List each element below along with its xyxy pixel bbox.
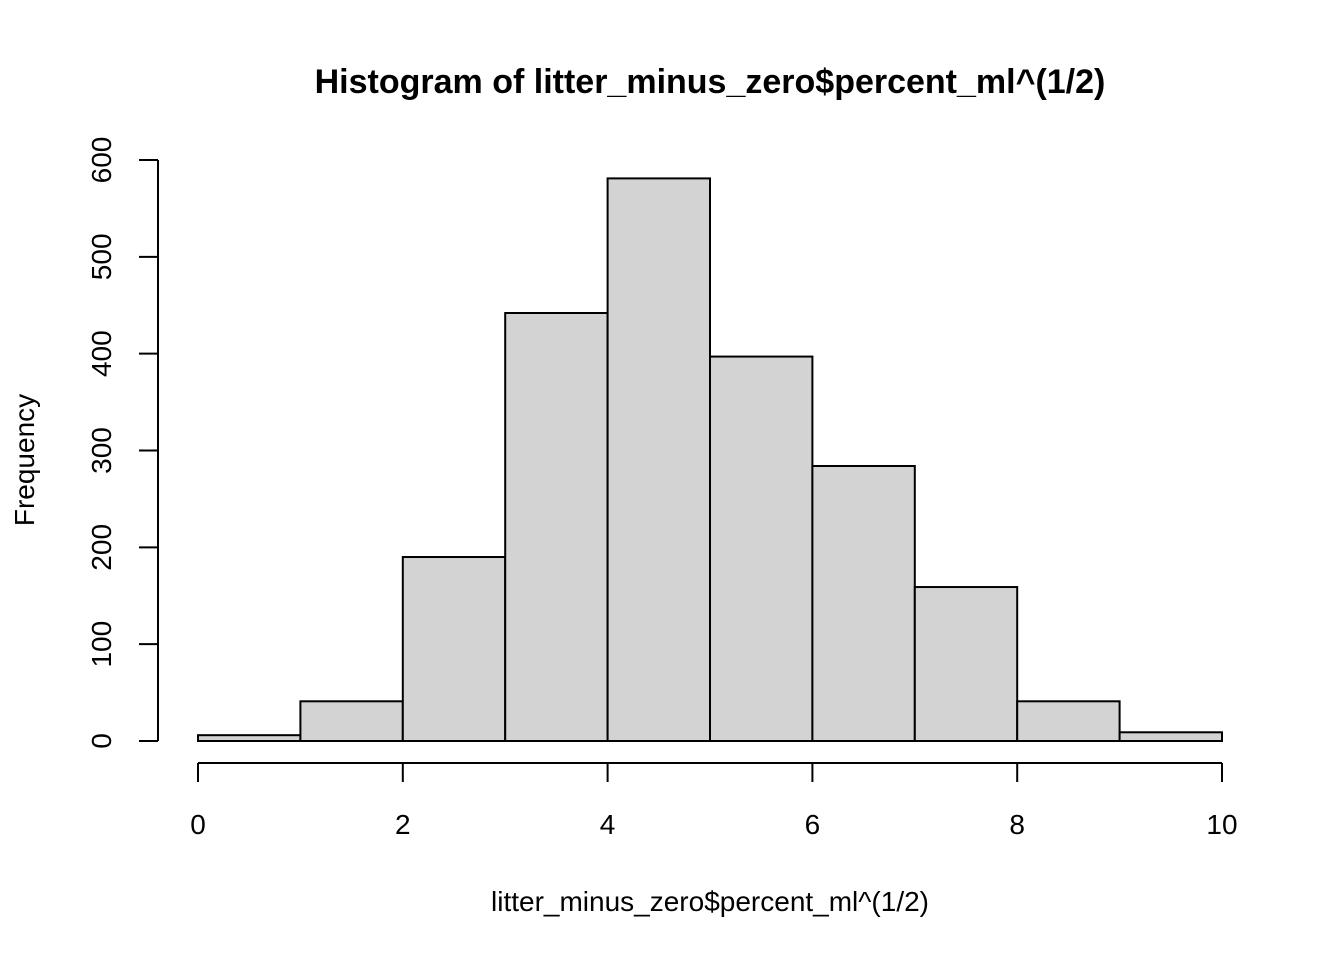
y-tick-label: 200 — [86, 524, 117, 571]
histogram-bar — [299, 700, 404, 743]
y-tick-label: 0 — [86, 733, 117, 749]
histogram-bar — [709, 355, 814, 742]
x-axis-ticks: 0 2 4 6 8 10 — [190, 763, 1238, 840]
histogram-bar — [811, 464, 916, 742]
histogram-bar — [197, 734, 302, 743]
y-tick-label: 400 — [86, 330, 117, 377]
histogram-bar — [401, 556, 507, 742]
histogram-bar — [1118, 731, 1223, 742]
y-tick-label: 300 — [86, 427, 117, 474]
histogram-bar — [504, 311, 609, 742]
histogram-bars — [197, 177, 1223, 743]
x-tick-label: 6 — [805, 809, 821, 840]
y-axis-label: Frequency — [9, 394, 40, 526]
y-tick-label: 600 — [86, 137, 117, 184]
histogram-bar — [606, 177, 711, 743]
x-axis-label: litter_minus_zero$percent_ml^(1/2) — [491, 886, 929, 917]
x-tick-label: 2 — [395, 809, 411, 840]
x-tick-label: 10 — [1206, 809, 1237, 840]
histogram-bar — [913, 586, 1019, 742]
y-tick-label: 500 — [86, 233, 117, 280]
x-tick-label: 8 — [1009, 809, 1025, 840]
x-tick-label: 0 — [190, 809, 206, 840]
x-tick-label: 4 — [600, 809, 616, 840]
histogram-bar — [1016, 700, 1121, 743]
y-axis-ticks: 0 100 200 300 400 500 600 — [86, 137, 158, 749]
chart-title: Histogram of litter_minus_zero$percent_m… — [315, 63, 1106, 101]
y-tick-label: 100 — [86, 621, 117, 668]
